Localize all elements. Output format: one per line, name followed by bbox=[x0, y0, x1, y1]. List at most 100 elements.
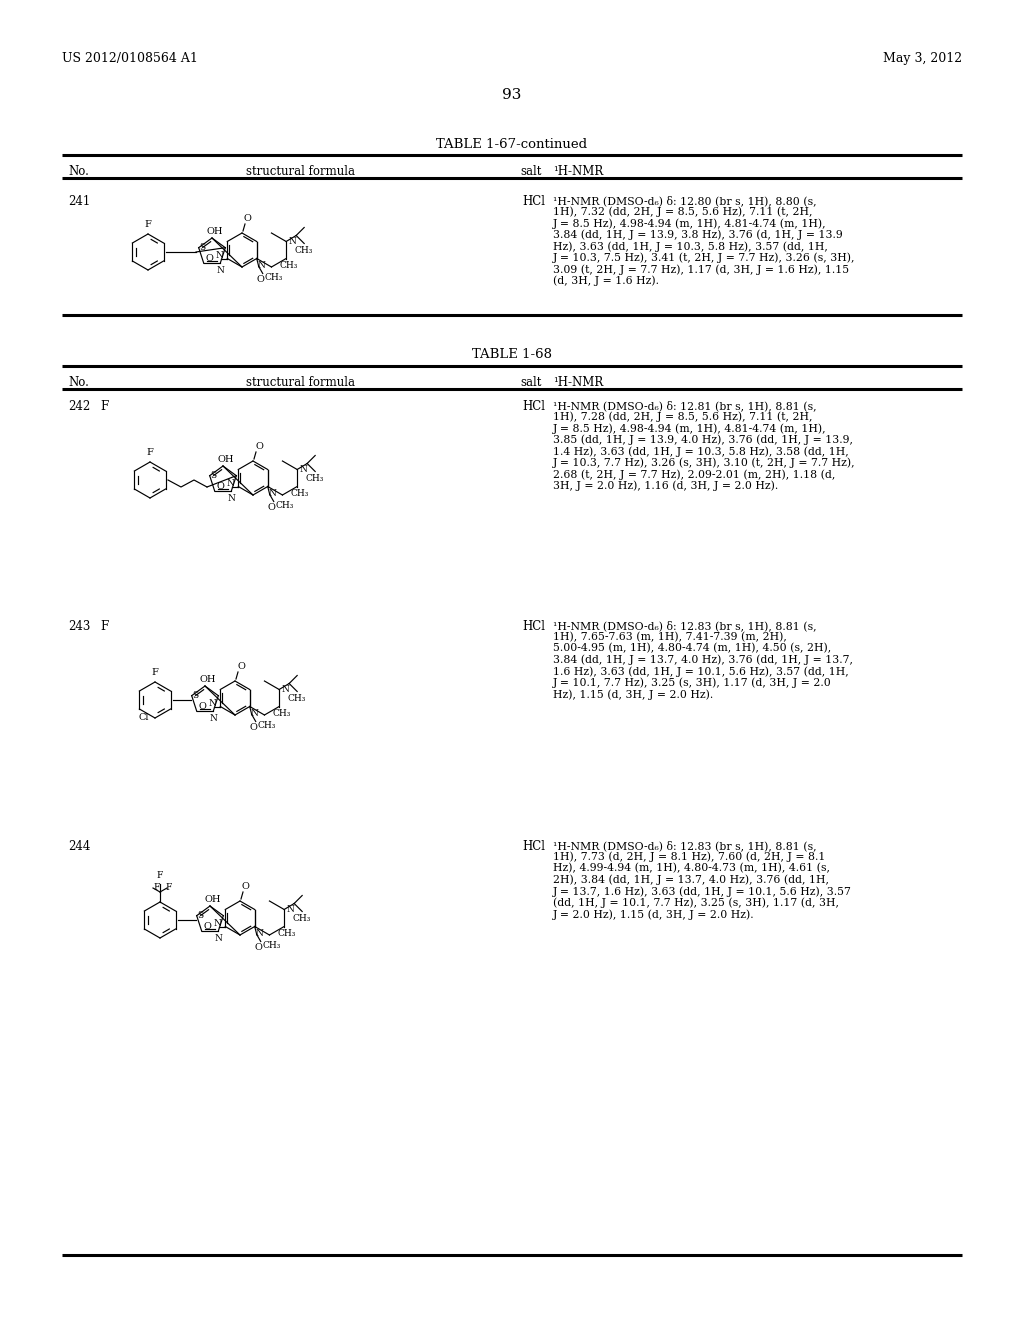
Text: Hz), 4.99-4.94 (m, 1H), 4.80-4.73 (m, 1H), 4.61 (s,: Hz), 4.99-4.94 (m, 1H), 4.80-4.73 (m, 1H… bbox=[553, 863, 830, 874]
Text: S: S bbox=[193, 692, 199, 700]
Text: O: O bbox=[199, 702, 206, 711]
Text: F: F bbox=[100, 400, 109, 413]
Text: O: O bbox=[255, 942, 263, 952]
Text: 1.4 Hz), 3.63 (dd, 1H, J = 10.3, 5.8 Hz), 3.58 (dd, 1H,: 1.4 Hz), 3.63 (dd, 1H, J = 10.3, 5.8 Hz)… bbox=[553, 446, 849, 457]
Text: HCl: HCl bbox=[522, 195, 545, 209]
Text: N: N bbox=[256, 928, 263, 937]
Text: structural formula: structural formula bbox=[246, 165, 354, 178]
Text: ¹H-NMR (DMSO-d₆) δ: 12.81 (br s, 1H), 8.81 (s,: ¹H-NMR (DMSO-d₆) δ: 12.81 (br s, 1H), 8.… bbox=[553, 400, 816, 411]
Text: N: N bbox=[213, 919, 221, 928]
Text: J = 10.1, 7.7 Hz), 3.25 (s, 3H), 1.17 (d, 3H, J = 2.0: J = 10.1, 7.7 Hz), 3.25 (s, 3H), 1.17 (d… bbox=[553, 677, 831, 688]
Text: J = 10.3, 7.7 Hz), 3.26 (s, 3H), 3.10 (t, 2H, J = 7.7 Hz),: J = 10.3, 7.7 Hz), 3.26 (s, 3H), 3.10 (t… bbox=[553, 458, 856, 469]
Text: Hz), 1.15 (d, 3H, J = 2.0 Hz).: Hz), 1.15 (d, 3H, J = 2.0 Hz). bbox=[553, 689, 714, 700]
Text: N: N bbox=[209, 714, 217, 723]
Text: OH: OH bbox=[200, 675, 216, 684]
Text: salt: salt bbox=[520, 376, 542, 389]
Text: ¹H-NMR (DMSO-d₆) δ: 12.83 (br s, 1H), 8.81 (s,: ¹H-NMR (DMSO-d₆) δ: 12.83 (br s, 1H), 8.… bbox=[553, 840, 816, 851]
Text: N: N bbox=[258, 260, 265, 269]
Text: N: N bbox=[226, 479, 234, 487]
Text: No.: No. bbox=[68, 376, 89, 389]
Text: CH₃: CH₃ bbox=[291, 488, 309, 498]
Text: Hz), 3.63 (dd, 1H, J = 10.3, 5.8 Hz), 3.57 (dd, 1H,: Hz), 3.63 (dd, 1H, J = 10.3, 5.8 Hz), 3.… bbox=[553, 242, 827, 252]
Text: ¹H-NMR: ¹H-NMR bbox=[553, 165, 603, 178]
Text: CH₃: CH₃ bbox=[280, 260, 298, 269]
Text: CH₃: CH₃ bbox=[258, 722, 276, 730]
Text: N: N bbox=[299, 465, 307, 474]
Text: F: F bbox=[152, 668, 159, 677]
Text: O: O bbox=[255, 442, 263, 451]
Text: TABLE 1-67-continued: TABLE 1-67-continued bbox=[436, 139, 588, 150]
Text: 243: 243 bbox=[68, 620, 90, 634]
Text: O: O bbox=[206, 253, 213, 263]
Text: ¹H-NMR (DMSO-d₆) δ: 12.80 (br s, 1H), 8.80 (s,: ¹H-NMR (DMSO-d₆) δ: 12.80 (br s, 1H), 8.… bbox=[553, 195, 816, 206]
Text: 2H), 3.84 (dd, 1H, J = 13.7, 4.0 Hz), 3.76 (dd, 1H,: 2H), 3.84 (dd, 1H, J = 13.7, 4.0 Hz), 3.… bbox=[553, 874, 829, 886]
Text: OH: OH bbox=[218, 454, 234, 463]
Text: 1H), 7.32 (dd, 2H, J = 8.5, 5.6 Hz), 7.11 (t, 2H,: 1H), 7.32 (dd, 2H, J = 8.5, 5.6 Hz), 7.1… bbox=[553, 206, 812, 216]
Text: 1H), 7.65-7.63 (m, 1H), 7.41-7.39 (m, 2H),: 1H), 7.65-7.63 (m, 1H), 7.41-7.39 (m, 2H… bbox=[553, 631, 786, 642]
Text: CH₃: CH₃ bbox=[278, 928, 296, 937]
Text: 5.00-4.95 (m, 1H), 4.80-4.74 (m, 1H), 4.50 (s, 2H),: 5.00-4.95 (m, 1H), 4.80-4.74 (m, 1H), 4.… bbox=[553, 643, 831, 653]
Text: J = 8.5 Hz), 4.98-4.94 (m, 1H), 4.81-4.74 (m, 1H),: J = 8.5 Hz), 4.98-4.94 (m, 1H), 4.81-4.7… bbox=[553, 422, 826, 433]
Text: HCl: HCl bbox=[522, 620, 545, 634]
Text: salt: salt bbox=[520, 165, 542, 178]
Text: 241: 241 bbox=[68, 195, 90, 209]
Text: 3.09 (t, 2H, J = 7.7 Hz), 1.17 (d, 3H, J = 1.6 Hz), 1.15: 3.09 (t, 2H, J = 7.7 Hz), 1.17 (d, 3H, J… bbox=[553, 264, 849, 275]
Text: N: N bbox=[268, 488, 276, 498]
Text: US 2012/0108564 A1: US 2012/0108564 A1 bbox=[62, 51, 198, 65]
Text: 1.6 Hz), 3.63 (dd, 1H, J = 10.1, 5.6 Hz), 3.57 (dd, 1H,: 1.6 Hz), 3.63 (dd, 1H, J = 10.1, 5.6 Hz)… bbox=[553, 667, 849, 677]
Text: CH₃: CH₃ bbox=[263, 941, 282, 950]
Text: 3.84 (dd, 1H, J = 13.9, 3.8 Hz), 3.76 (d, 1H, J = 13.9: 3.84 (dd, 1H, J = 13.9, 3.8 Hz), 3.76 (d… bbox=[553, 230, 843, 240]
Text: HCl: HCl bbox=[522, 400, 545, 413]
Text: F: F bbox=[157, 871, 163, 880]
Text: CH₃: CH₃ bbox=[305, 474, 324, 483]
Text: ¹H-NMR (DMSO-d₆) δ: 12.83 (br s, 1H), 8.81 (s,: ¹H-NMR (DMSO-d₆) δ: 12.83 (br s, 1H), 8.… bbox=[553, 620, 816, 631]
Text: CH₃: CH₃ bbox=[294, 246, 312, 255]
Text: CH₃: CH₃ bbox=[265, 273, 283, 282]
Text: O: O bbox=[257, 275, 264, 284]
Text: F: F bbox=[100, 620, 109, 634]
Text: HCl: HCl bbox=[522, 840, 545, 853]
Text: N: N bbox=[288, 238, 296, 246]
Text: structural formula: structural formula bbox=[246, 376, 354, 389]
Text: F: F bbox=[144, 220, 152, 228]
Text: 3.85 (dd, 1H, J = 13.9, 4.0 Hz), 3.76 (dd, 1H, J = 13.9,: 3.85 (dd, 1H, J = 13.9, 4.0 Hz), 3.76 (d… bbox=[553, 434, 853, 445]
Text: 2.68 (t, 2H, J = 7.7 Hz), 2.09-2.01 (m, 2H), 1.18 (d,: 2.68 (t, 2H, J = 7.7 Hz), 2.09-2.01 (m, … bbox=[553, 469, 836, 479]
Text: N: N bbox=[216, 267, 224, 276]
Text: 1H), 7.28 (dd, 2H, J = 8.5, 5.6 Hz), 7.11 (t, 2H,: 1H), 7.28 (dd, 2H, J = 8.5, 5.6 Hz), 7.1… bbox=[553, 412, 812, 422]
Text: 244: 244 bbox=[68, 840, 90, 853]
Text: N: N bbox=[251, 709, 259, 718]
Text: O: O bbox=[244, 214, 252, 223]
Text: CH₃: CH₃ bbox=[292, 913, 310, 923]
Text: ¹H-NMR: ¹H-NMR bbox=[553, 376, 603, 389]
Text: 3.84 (dd, 1H, J = 13.7, 4.0 Hz), 3.76 (dd, 1H, J = 13.7,: 3.84 (dd, 1H, J = 13.7, 4.0 Hz), 3.76 (d… bbox=[553, 655, 853, 665]
Text: Cl: Cl bbox=[138, 714, 150, 722]
Text: O: O bbox=[216, 482, 224, 491]
Text: N: N bbox=[286, 906, 294, 913]
Text: 3H, J = 2.0 Hz), 1.16 (d, 3H, J = 2.0 Hz).: 3H, J = 2.0 Hz), 1.16 (d, 3H, J = 2.0 Hz… bbox=[553, 480, 778, 491]
Text: S: S bbox=[211, 471, 217, 480]
Text: O: O bbox=[242, 882, 250, 891]
Text: S: S bbox=[198, 911, 204, 920]
Text: OH: OH bbox=[205, 895, 221, 903]
Text: F: F bbox=[165, 883, 171, 892]
Text: N: N bbox=[282, 685, 289, 694]
Text: CH₃: CH₃ bbox=[275, 502, 294, 511]
Text: S: S bbox=[200, 243, 206, 252]
Text: CH₃: CH₃ bbox=[272, 709, 291, 718]
Text: J = 2.0 Hz), 1.15 (d, 3H, J = 2.0 Hz).: J = 2.0 Hz), 1.15 (d, 3H, J = 2.0 Hz). bbox=[553, 909, 755, 920]
Text: J = 13.7, 1.6 Hz), 3.63 (dd, 1H, J = 10.1, 5.6 Hz), 3.57: J = 13.7, 1.6 Hz), 3.63 (dd, 1H, J = 10.… bbox=[553, 886, 852, 896]
Text: O: O bbox=[268, 503, 275, 511]
Text: (dd, 1H, J = 10.1, 7.7 Hz), 3.25 (s, 3H), 1.17 (d, 3H,: (dd, 1H, J = 10.1, 7.7 Hz), 3.25 (s, 3H)… bbox=[553, 898, 839, 908]
Text: N: N bbox=[227, 494, 236, 503]
Text: F: F bbox=[146, 447, 154, 457]
Text: O: O bbox=[250, 722, 258, 731]
Text: O: O bbox=[204, 921, 211, 931]
Text: May 3, 2012: May 3, 2012 bbox=[883, 51, 962, 65]
Text: N: N bbox=[215, 251, 223, 260]
Text: F: F bbox=[154, 883, 160, 892]
Text: 1H), 7.73 (d, 2H, J = 8.1 Hz), 7.60 (d, 2H, J = 8.1: 1H), 7.73 (d, 2H, J = 8.1 Hz), 7.60 (d, … bbox=[553, 851, 825, 862]
Text: CH₃: CH₃ bbox=[287, 694, 305, 704]
Text: N: N bbox=[209, 698, 216, 708]
Text: No.: No. bbox=[68, 165, 89, 178]
Text: 242: 242 bbox=[68, 400, 90, 413]
